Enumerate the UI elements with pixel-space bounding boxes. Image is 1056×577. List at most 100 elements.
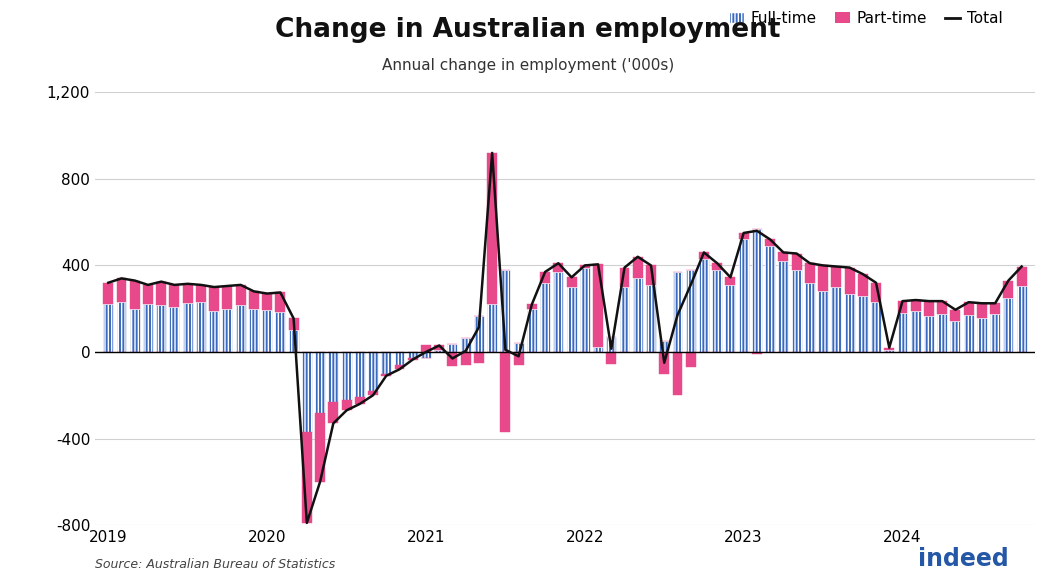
Bar <box>421 352 431 358</box>
Bar <box>448 344 457 352</box>
Bar <box>857 295 868 352</box>
Bar <box>673 352 682 395</box>
Bar <box>673 272 682 352</box>
Bar <box>580 265 590 268</box>
Bar <box>235 285 246 305</box>
Bar <box>1017 267 1026 286</box>
Bar <box>474 316 484 352</box>
Bar <box>699 253 709 259</box>
Bar <box>103 283 113 305</box>
Bar <box>593 347 603 352</box>
Bar <box>143 305 153 352</box>
Bar <box>381 352 391 374</box>
Bar <box>659 341 670 352</box>
Bar <box>540 283 550 352</box>
Text: Source: Australian Bureau of Statistics: Source: Australian Bureau of Statistics <box>95 558 336 571</box>
Bar <box>606 337 617 352</box>
Bar <box>792 270 802 352</box>
Bar <box>831 267 842 287</box>
Bar <box>964 302 974 315</box>
Bar <box>845 294 854 352</box>
Bar <box>620 287 629 352</box>
Bar <box>183 304 192 352</box>
Bar <box>196 302 206 352</box>
Bar <box>116 279 127 302</box>
Bar <box>209 287 220 311</box>
Bar <box>805 263 815 283</box>
Bar <box>1017 286 1026 352</box>
Bar <box>910 300 921 311</box>
Bar <box>249 309 259 352</box>
Bar <box>369 352 378 391</box>
Bar <box>898 301 907 313</box>
Bar <box>567 278 577 287</box>
Bar <box>739 233 749 239</box>
Bar <box>527 309 536 352</box>
Bar <box>315 413 325 482</box>
Bar <box>487 153 497 305</box>
Bar <box>712 263 722 270</box>
Bar <box>513 343 524 352</box>
Bar <box>857 274 868 295</box>
Text: Change in Australian employment: Change in Australian employment <box>276 17 780 43</box>
Bar <box>924 316 934 352</box>
Bar <box>116 302 127 352</box>
Bar <box>580 268 590 352</box>
Bar <box>223 309 232 352</box>
Bar <box>593 264 603 347</box>
Bar <box>262 294 272 310</box>
Bar <box>778 253 789 261</box>
Bar <box>884 347 894 350</box>
Bar <box>567 287 577 352</box>
Bar <box>143 285 153 305</box>
Bar <box>646 265 656 285</box>
Bar <box>381 374 391 376</box>
Bar <box>540 272 550 283</box>
Bar <box>831 287 842 352</box>
Bar <box>369 391 378 395</box>
Bar <box>725 285 735 352</box>
Bar <box>421 346 431 352</box>
Bar <box>938 314 947 352</box>
Bar <box>395 365 404 369</box>
Bar <box>156 282 166 305</box>
Bar <box>276 312 285 352</box>
Bar <box>434 346 445 350</box>
Bar <box>501 270 510 352</box>
Bar <box>633 279 643 352</box>
Bar <box>739 239 749 352</box>
Legend: Full-time, Part-time, Total: Full-time, Part-time, Total <box>723 5 1008 32</box>
Bar <box>288 330 299 352</box>
Bar <box>276 293 285 312</box>
Bar <box>818 291 828 352</box>
Bar <box>487 305 497 352</box>
Bar <box>685 270 696 352</box>
Bar <box>501 352 510 432</box>
Bar <box>924 301 934 316</box>
Bar <box>408 352 418 358</box>
Bar <box>910 311 921 352</box>
Bar <box>130 280 139 309</box>
Bar <box>805 283 815 352</box>
Bar <box>460 338 471 352</box>
Bar <box>262 310 272 352</box>
Bar <box>170 285 180 306</box>
Bar <box>766 246 775 352</box>
Bar <box>209 311 220 352</box>
Text: indeed: indeed <box>918 547 1008 571</box>
Bar <box>1003 298 1014 352</box>
Bar <box>527 305 536 309</box>
Bar <box>302 352 312 432</box>
Bar <box>938 301 947 314</box>
Bar <box>699 259 709 352</box>
Bar <box>659 352 670 374</box>
Bar <box>170 306 180 352</box>
Bar <box>752 228 761 352</box>
Bar <box>553 263 563 272</box>
Bar <box>818 265 828 291</box>
Bar <box>871 302 881 352</box>
Bar <box>752 352 761 354</box>
Bar <box>950 310 960 321</box>
Bar <box>845 268 854 294</box>
Bar <box>223 286 232 309</box>
